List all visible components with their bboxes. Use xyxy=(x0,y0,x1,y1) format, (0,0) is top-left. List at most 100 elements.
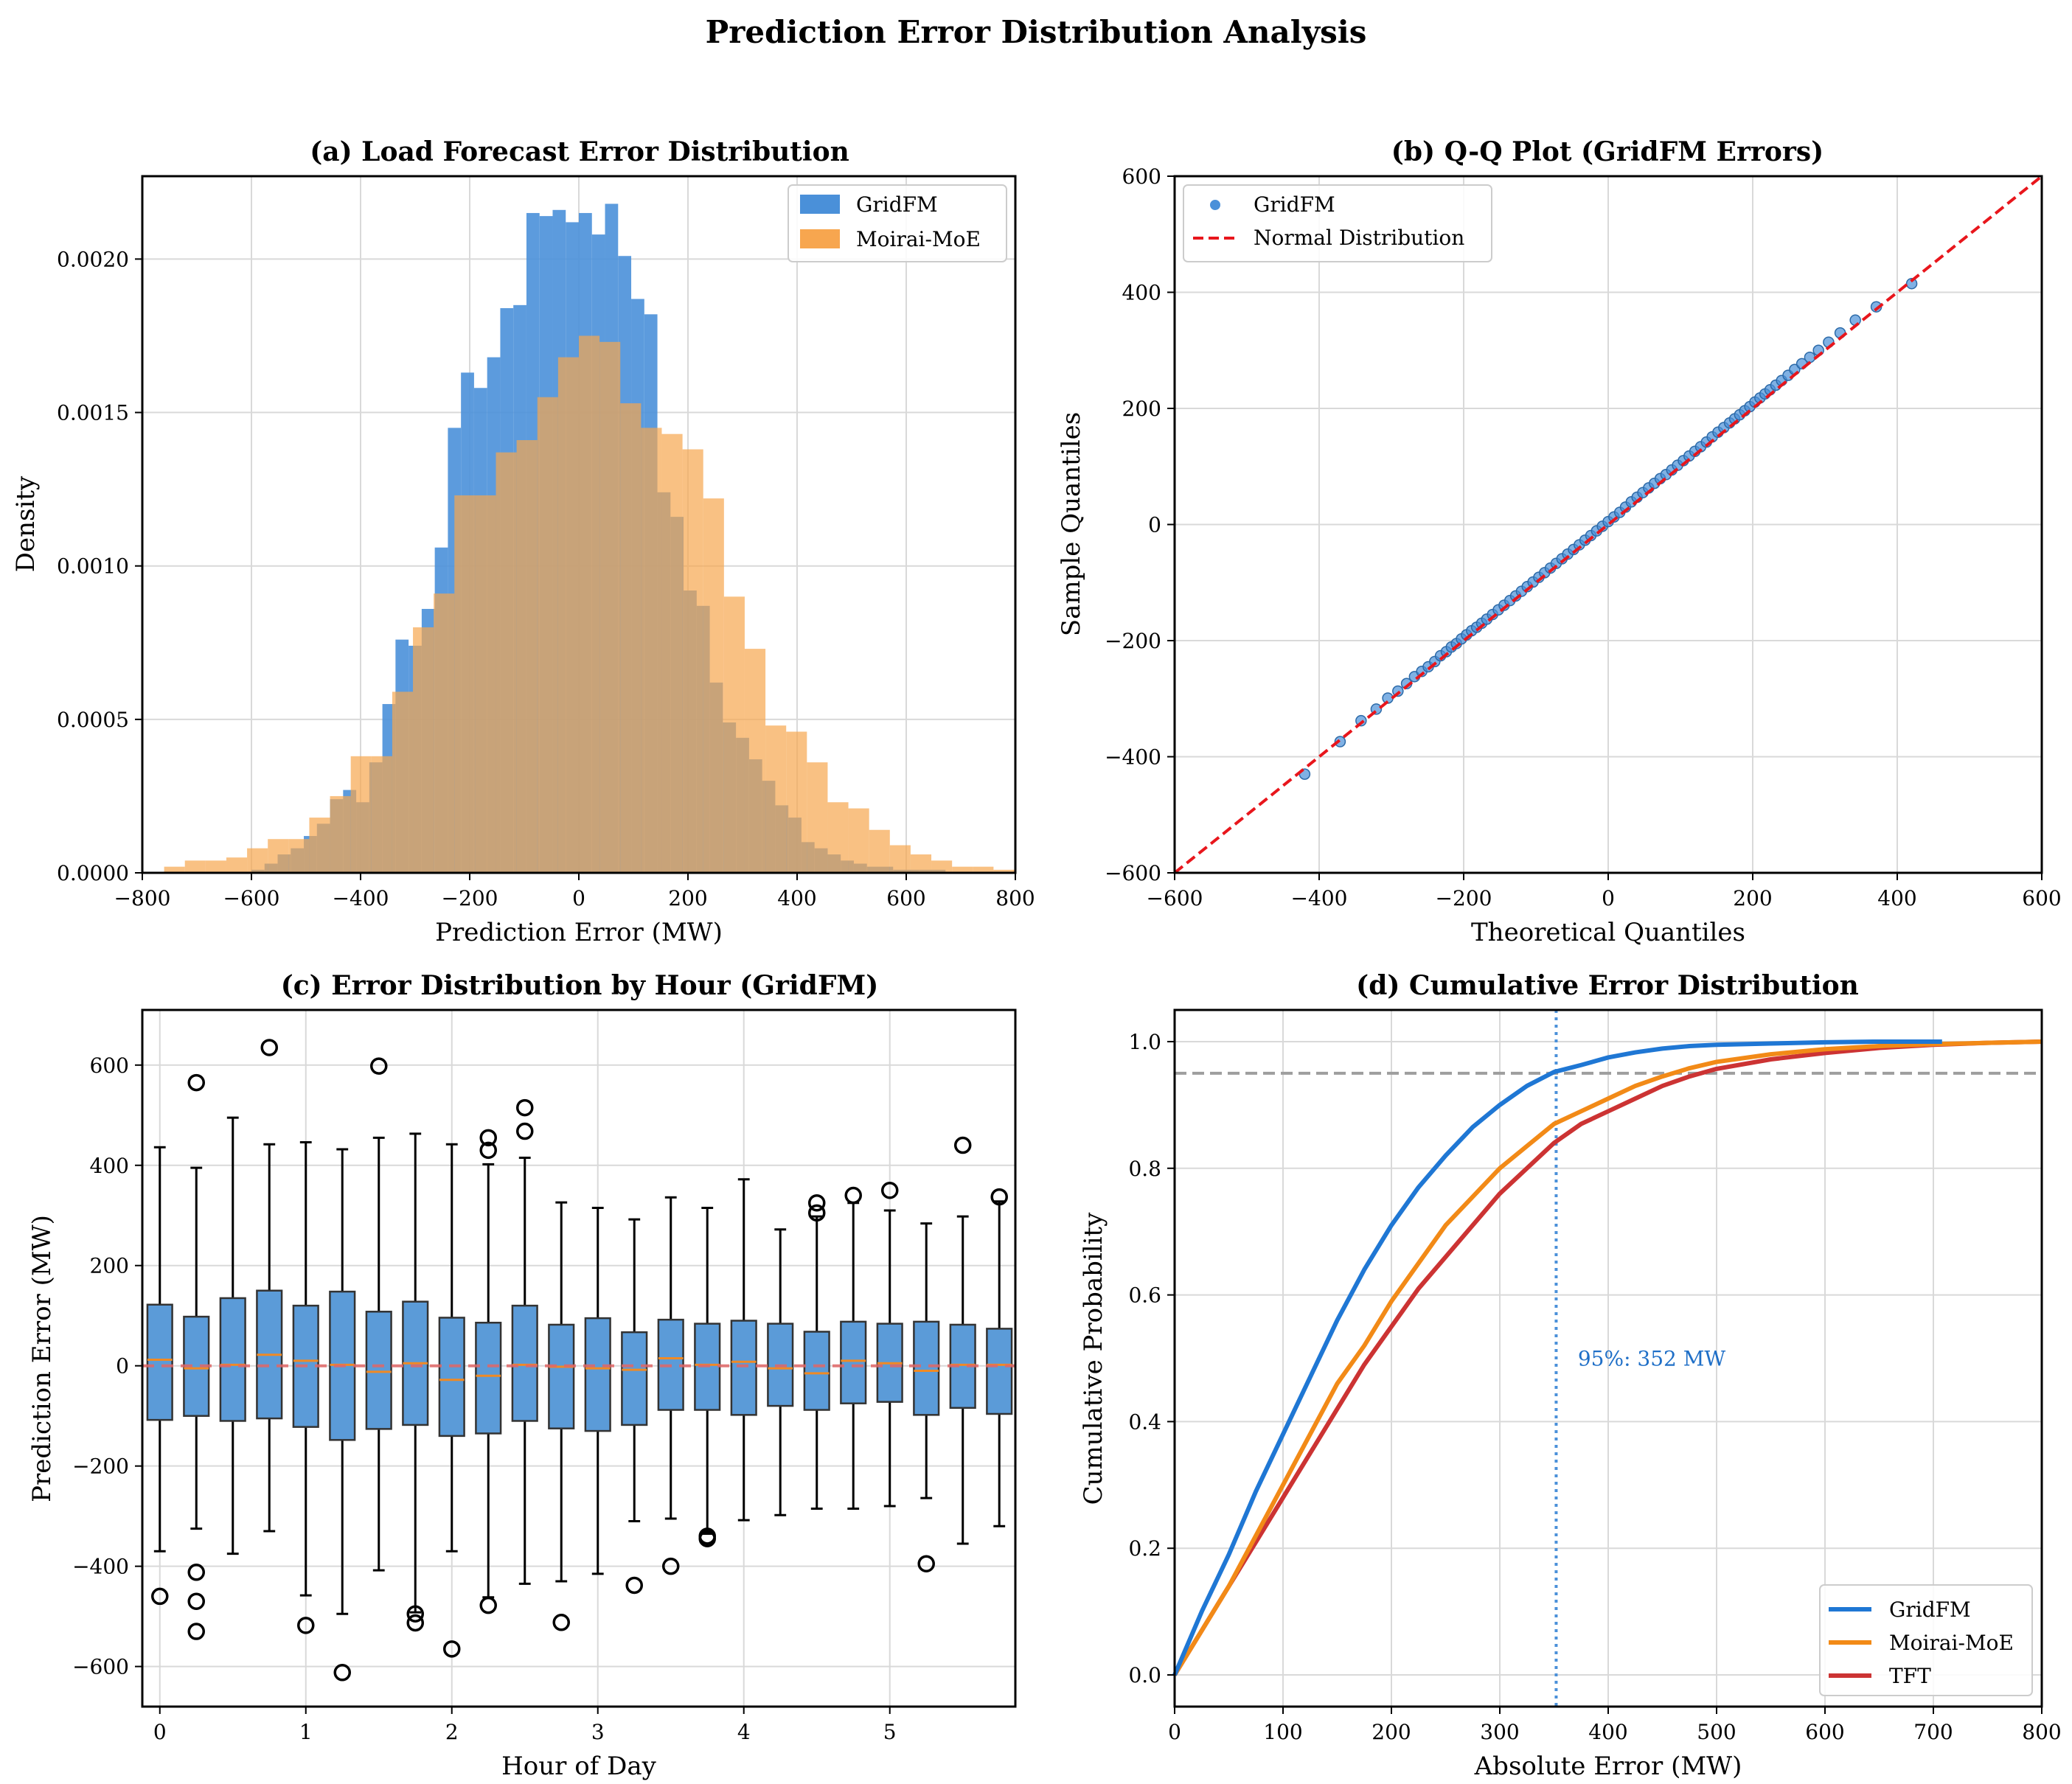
y-tick-label: 400 xyxy=(90,1154,129,1178)
x-tick-label: 200 xyxy=(1733,886,1772,910)
histogram-bar-moirai xyxy=(682,449,703,873)
panel-d-legend: GridFM Moirai-MoE TFT xyxy=(1819,1584,2033,1696)
y-tick-label: −400 xyxy=(1105,745,1161,770)
outlier-point xyxy=(807,1204,826,1222)
y-tick-label: 0 xyxy=(116,1354,129,1379)
histogram-bar-moirai xyxy=(475,495,496,873)
histogram-bar-moirai xyxy=(952,866,973,873)
legend-label-gridfm-cdf: GridFM xyxy=(1889,1597,1971,1622)
box xyxy=(511,1304,538,1422)
outlier-point xyxy=(442,1640,461,1658)
panel-b-title: (b) Q-Q Plot (GridFM Errors) xyxy=(1391,136,1824,167)
panel-c-xlabel: Hour of Day xyxy=(501,1752,656,1781)
box xyxy=(621,1331,648,1426)
panel-b-xlabel: Theoretical Quantiles xyxy=(1471,918,1745,947)
panel-a-title: (a) Load Forecast Error Distribution xyxy=(310,136,849,167)
panel-d-annotation: 95%: 352 MW xyxy=(1578,1347,1726,1371)
outlier-point xyxy=(333,1664,352,1682)
histogram-bar-moirai xyxy=(765,725,787,873)
histogram-bar-moirai xyxy=(827,802,849,873)
outlier-point xyxy=(479,1141,497,1160)
x-tick-label: −200 xyxy=(442,886,498,910)
panel-a-legend: GridFM Moirai-MoE xyxy=(788,184,1007,262)
x-tick-label: −400 xyxy=(333,886,389,910)
box xyxy=(475,1321,502,1435)
legend-label-gridfm-qq: GridFM xyxy=(1254,192,1335,217)
y-tick-label: 200 xyxy=(90,1254,129,1278)
qq-point xyxy=(1804,351,1816,363)
histogram-bar-moirai xyxy=(599,341,621,873)
outlier-point xyxy=(807,1194,826,1212)
histogram-bar-moirai xyxy=(496,452,517,873)
histogram-bar-moirai xyxy=(973,866,994,873)
x-tick-label: 300 xyxy=(1480,1720,1519,1744)
histogram-bar-moirai xyxy=(993,869,1015,873)
outlier-point xyxy=(479,1129,497,1147)
histogram-bar-moirai xyxy=(268,839,289,873)
histogram-bar-moirai xyxy=(557,357,579,874)
outlier-point xyxy=(880,1181,899,1199)
x-tick-label: −800 xyxy=(114,886,171,910)
panel-d-title: (d) Cumulative Error Distribution xyxy=(1356,970,1859,1001)
histogram-bar-moirai xyxy=(703,498,724,873)
box xyxy=(803,1331,830,1411)
histogram-bar-moirai xyxy=(910,854,932,873)
figure-suptitle: Prediction Error Distribution Analysis xyxy=(706,14,1367,50)
x-tick-label: 5 xyxy=(883,1720,897,1744)
y-tick-label: 0.0 xyxy=(1128,1663,1161,1687)
y-tick-label: 0.0015 xyxy=(57,401,129,425)
x-tick-label: 0 xyxy=(1602,886,1615,910)
cdf-line-gridfm xyxy=(1172,1039,1942,1676)
outlier-point xyxy=(297,1617,315,1634)
y-tick-label: −400 xyxy=(72,1555,129,1579)
histogram-bar-moirai xyxy=(579,335,600,873)
box xyxy=(548,1323,575,1429)
x-tick-label: −600 xyxy=(1147,886,1203,910)
y-tick-label: 0 xyxy=(1148,513,1161,537)
histogram-bar-moirai xyxy=(454,495,476,873)
outlier-point xyxy=(479,1596,497,1614)
x-tick-label: 0 xyxy=(572,886,585,910)
box xyxy=(730,1320,757,1416)
legend-swatch-moirai xyxy=(800,229,840,248)
cdf-line-moirai xyxy=(1172,1039,2043,1676)
outlier-point xyxy=(187,1073,206,1092)
histogram-bar-moirai xyxy=(537,397,558,873)
histogram-bar-moirai xyxy=(723,596,745,873)
panel-c-boxplot: (c) Error Distribution by Hour (GridFM) … xyxy=(27,970,1017,1781)
y-tick-label: 400 xyxy=(1122,281,1161,305)
legend-swatch-gridfm xyxy=(800,195,840,214)
box xyxy=(146,1303,173,1421)
outlier-point xyxy=(917,1555,935,1572)
panel-d-ylabel: Cumulative Probability xyxy=(1079,1212,1108,1505)
legend-label-gridfm: GridFM xyxy=(856,192,938,217)
outlier-point xyxy=(515,1098,534,1117)
outlier-point xyxy=(406,1605,424,1623)
y-tick-label: 1.0 xyxy=(1128,1030,1161,1054)
histogram-bar-moirai xyxy=(288,839,310,873)
x-tick-label: −400 xyxy=(1291,886,1348,910)
y-tick-label: 0.8 xyxy=(1128,1157,1161,1181)
outlier-point xyxy=(953,1136,972,1154)
x-tick-label: 800 xyxy=(995,886,1035,910)
histogram-bar-moirai xyxy=(641,428,662,873)
outlier-point xyxy=(844,1186,862,1205)
y-tick-label: −200 xyxy=(1105,629,1161,653)
outlier-point xyxy=(187,1564,206,1581)
histogram-bar-moirai xyxy=(434,593,455,873)
legend-label-moirai-cdf: Moirai-MoE xyxy=(1889,1631,2014,1655)
outlier-point xyxy=(515,1122,534,1140)
y-tick-label: −600 xyxy=(72,1655,129,1679)
histogram-bar-moirai xyxy=(661,433,683,873)
x-tick-label: 100 xyxy=(1263,1720,1302,1744)
x-tick-label: 500 xyxy=(1697,1720,1736,1744)
outlier-point xyxy=(187,1592,206,1610)
histogram-bar-moirai xyxy=(889,845,911,873)
y-tick-label: −600 xyxy=(1105,861,1161,885)
x-tick-label: 800 xyxy=(2022,1720,2061,1744)
y-tick-label: 600 xyxy=(90,1053,129,1078)
outlier-point xyxy=(661,1557,680,1575)
histogram-bar-moirai xyxy=(869,829,890,873)
outlier-point xyxy=(151,1587,169,1606)
